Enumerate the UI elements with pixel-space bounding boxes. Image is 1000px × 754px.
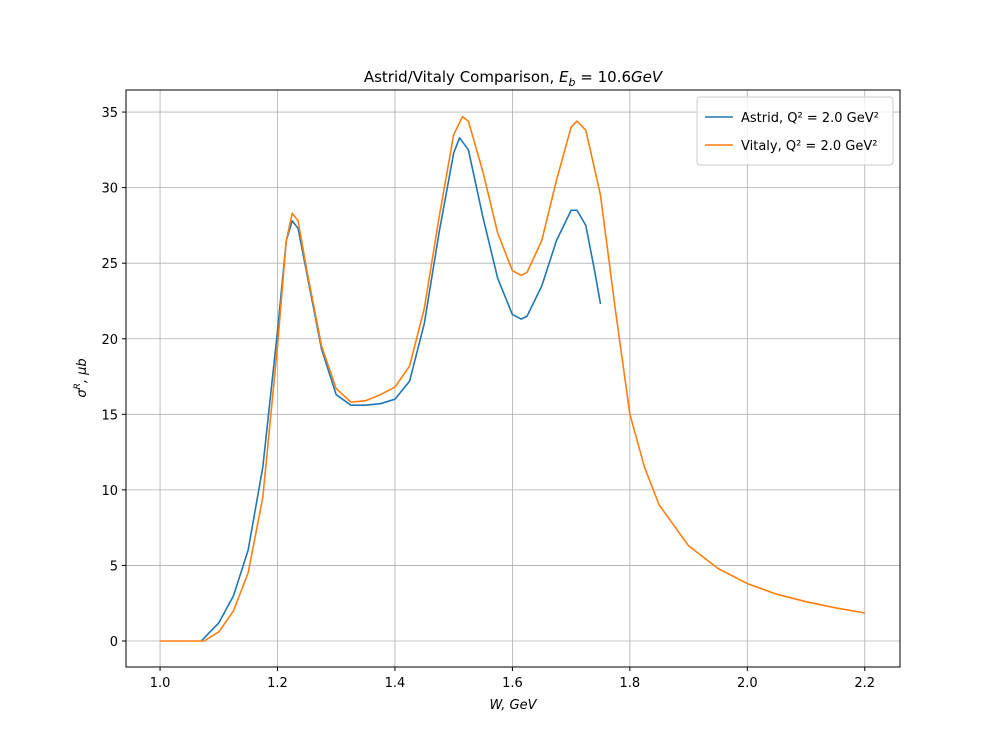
y-axis-label: σR, μb <box>73 358 90 397</box>
x-tick-label: 1.4 <box>385 676 406 691</box>
title-text: E <box>559 68 569 86</box>
y-label-text: , μb <box>75 358 90 383</box>
x-tick-label: 1.8 <box>620 676 641 691</box>
title-text: = 10.6 <box>576 68 632 86</box>
chart-title: Astrid/Vitaly Comparison, Eb = 10.6GeV <box>364 68 664 89</box>
y-tick-label: 15 <box>101 408 118 423</box>
y-tick-label: 25 <box>101 257 118 272</box>
y-label-text: σ <box>75 389 90 398</box>
y-tick-label: 0 <box>110 635 118 650</box>
x-tick-label: 2.2 <box>854 676 875 691</box>
legend-label: Astrid, Q² = 2.0 GeV² <box>741 111 879 126</box>
y-tick-label: 5 <box>110 559 118 574</box>
legend-box <box>696 96 894 166</box>
title-text: b <box>569 76 576 89</box>
y-label-text: R <box>73 383 83 389</box>
legend-label: Vitaly, Q² = 2.0 GeV² <box>741 139 877 154</box>
x-axis-label: W, GeV <box>489 698 537 713</box>
y-tick-label: 20 <box>101 333 118 348</box>
title-text: Astrid/Vitaly Comparison, <box>364 68 559 86</box>
title-text: GeV <box>631 68 664 86</box>
y-tick-label: 10 <box>101 484 118 499</box>
x-tick-label: 1.6 <box>502 676 523 691</box>
x-tick-label: 2.0 <box>737 676 758 691</box>
x-tick-label: 1.0 <box>150 676 171 691</box>
plot-frame <box>125 89 901 668</box>
legend: Astrid, Q² = 2.0 GeV² Vitaly, Q² = 2.0 Ge… <box>696 96 894 166</box>
y-tick-label: 30 <box>101 182 118 197</box>
x-tick-label: 1.2 <box>267 676 288 691</box>
y-tick-label: 35 <box>101 106 118 121</box>
series-line <box>160 115 865 642</box>
